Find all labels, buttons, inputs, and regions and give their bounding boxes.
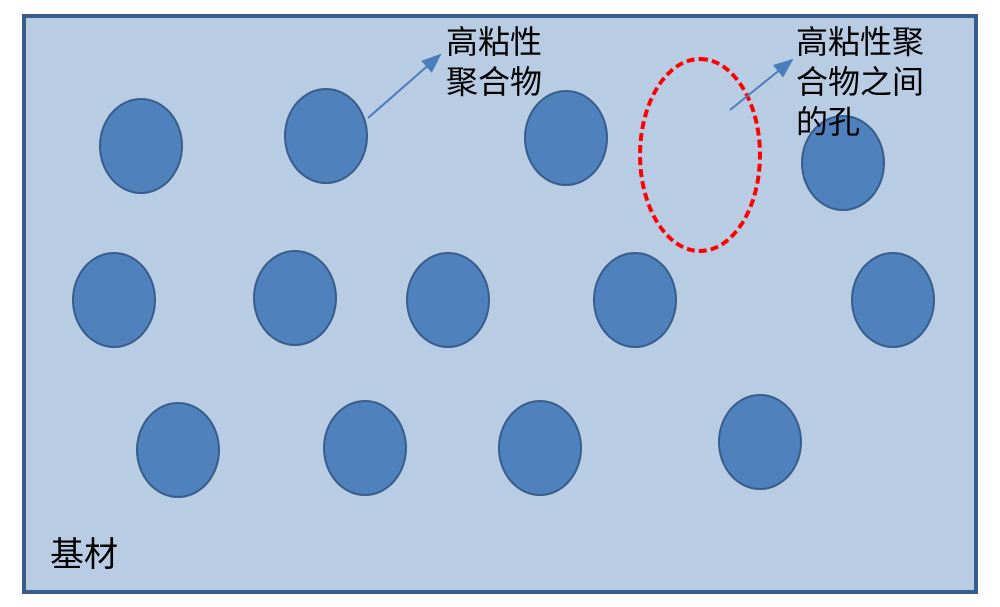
diagram-canvas: 高粘性 聚合物 高粘性聚 合物之间 的孔基材 bbox=[0, 0, 1000, 607]
polymer-particle bbox=[524, 90, 608, 186]
polymer-particle bbox=[284, 88, 368, 184]
label-pore: 高粘性聚 合物之间 的孔 bbox=[796, 22, 924, 142]
polymer-particle bbox=[498, 400, 582, 496]
polymer-particle bbox=[253, 250, 337, 346]
polymer-particle bbox=[406, 252, 490, 348]
pore-highlight-ellipse bbox=[638, 57, 762, 253]
label-polymer: 高粘性 聚合物 bbox=[446, 22, 542, 102]
polymer-particle bbox=[593, 252, 677, 348]
polymer-particle bbox=[851, 252, 935, 348]
polymer-particle bbox=[72, 252, 156, 348]
polymer-particle bbox=[136, 402, 220, 498]
polymer-particle bbox=[323, 400, 407, 496]
label-substrate: 基材 bbox=[50, 534, 118, 577]
polymer-particle bbox=[99, 98, 183, 194]
polymer-particle bbox=[718, 394, 802, 490]
